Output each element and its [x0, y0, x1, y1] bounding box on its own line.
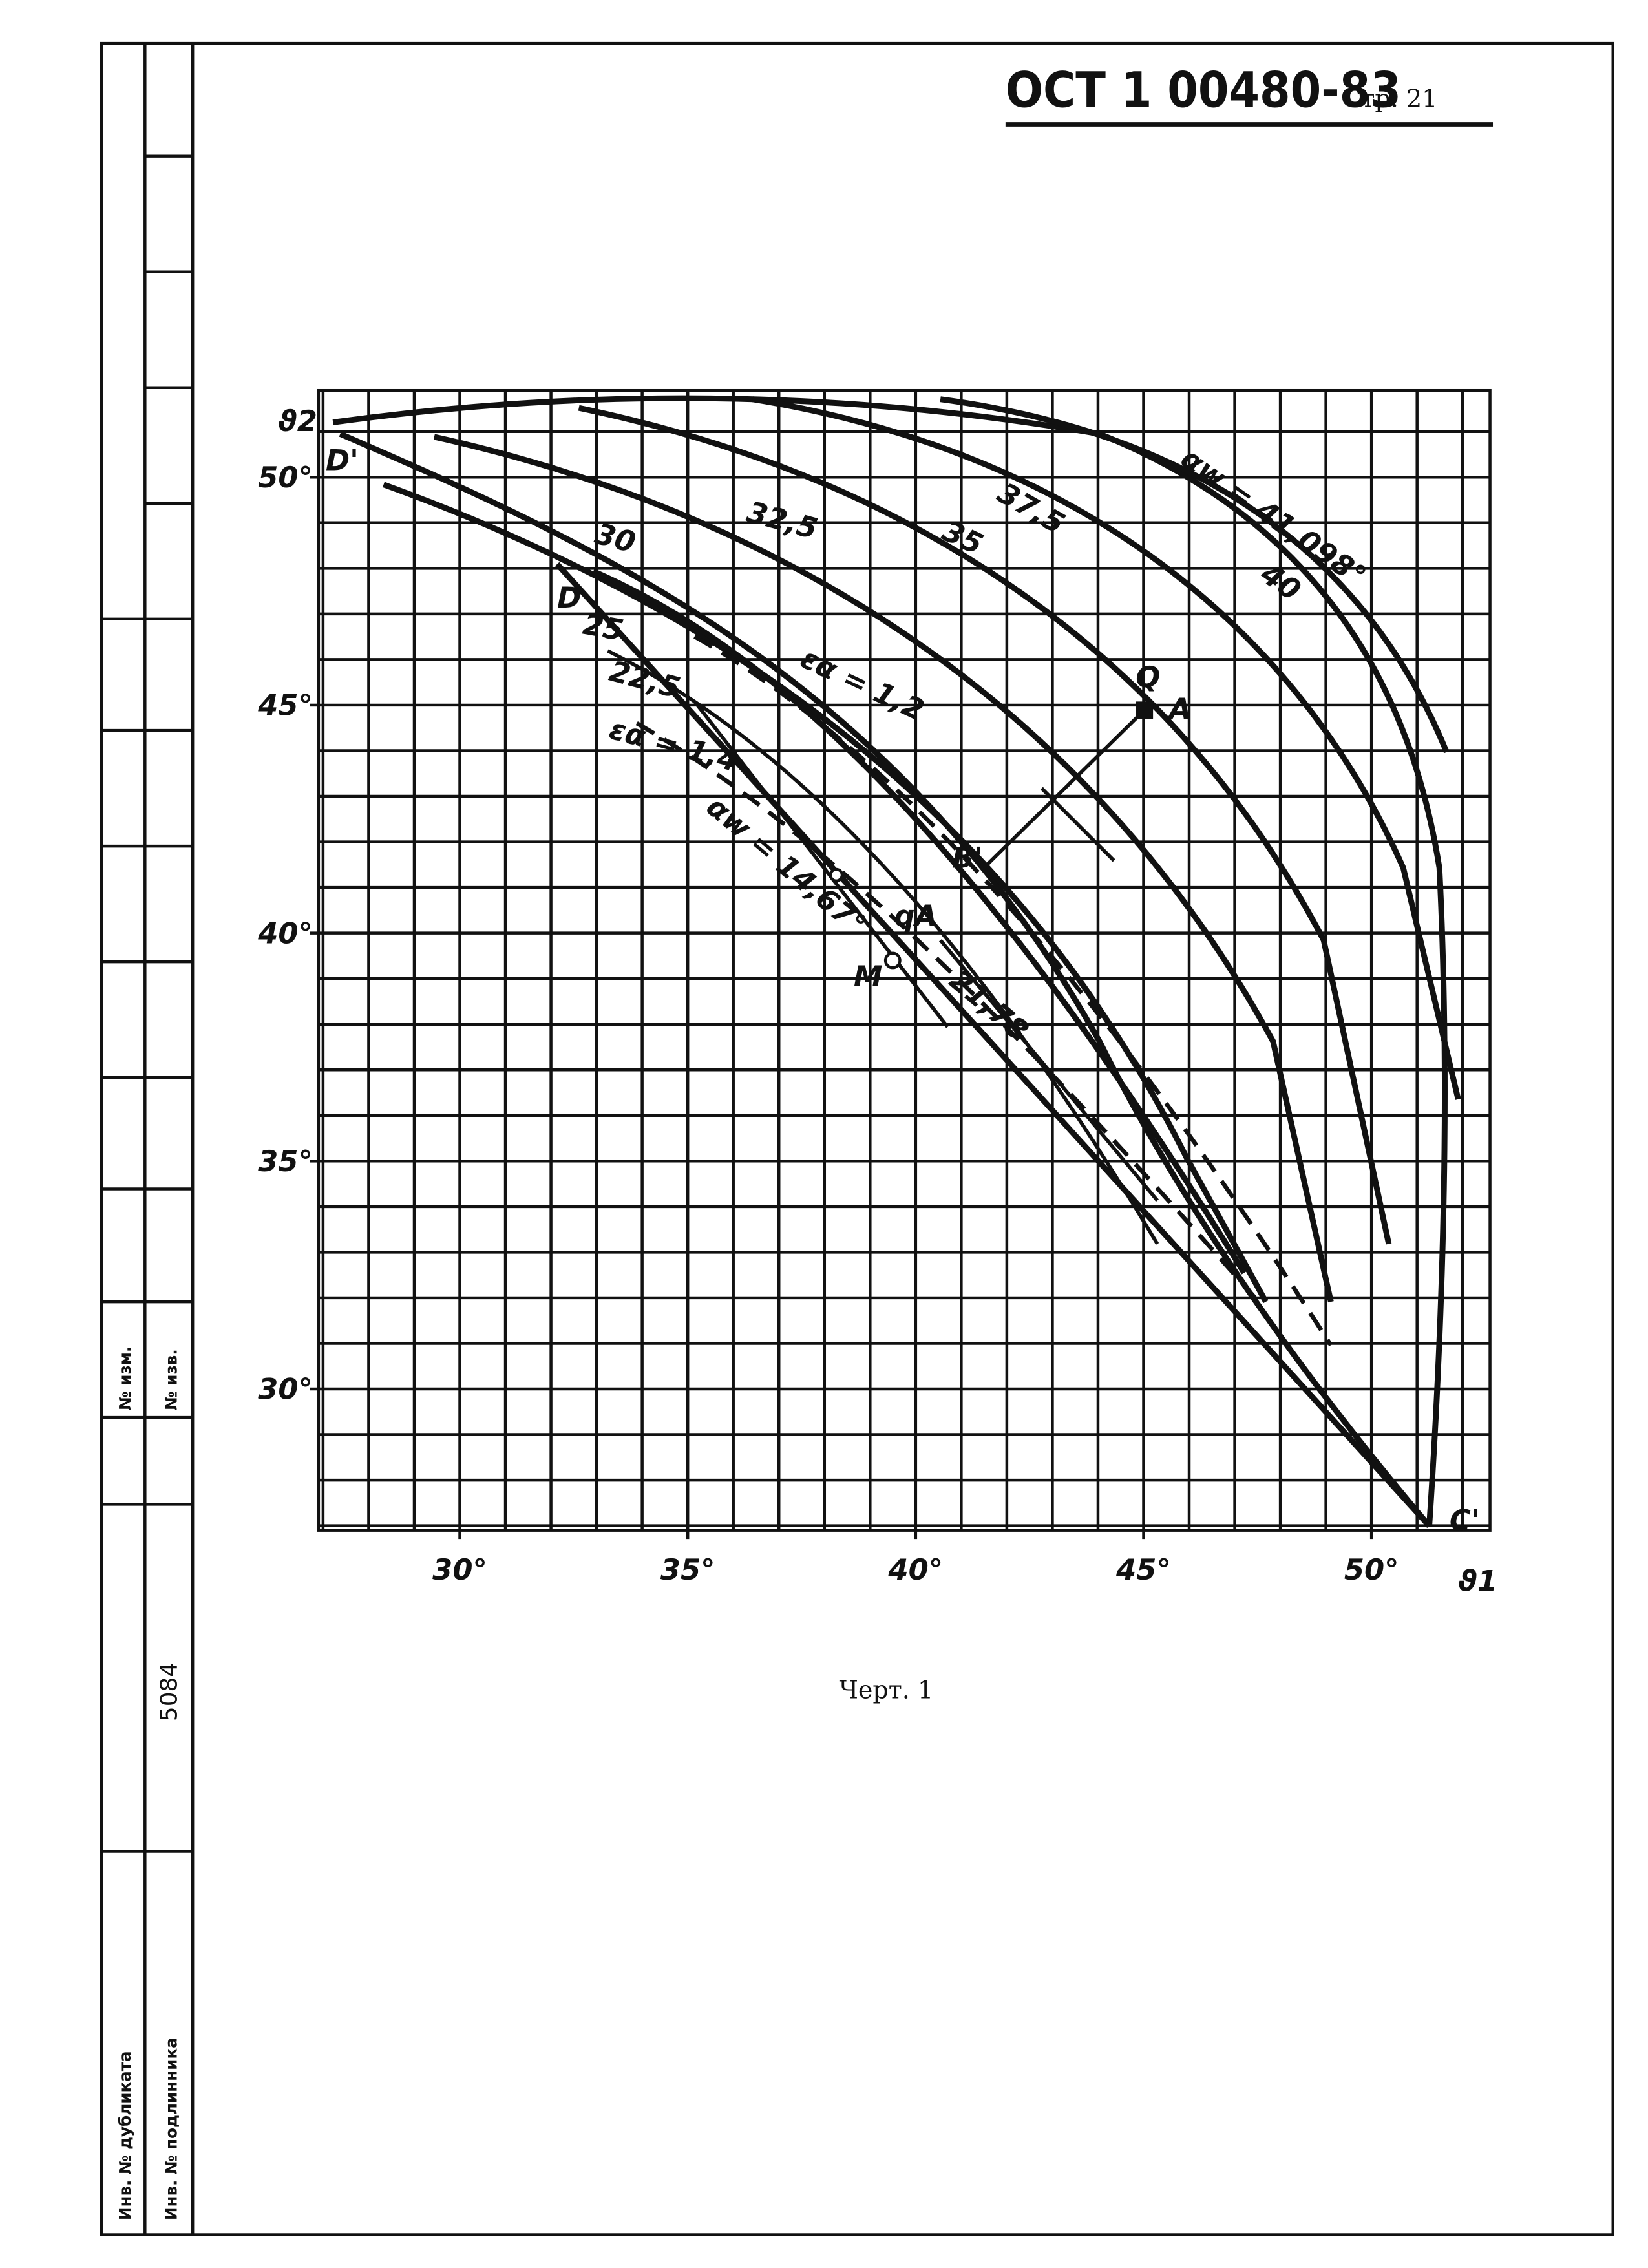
curve-37-5: [752, 396, 1461, 1100]
point-label: M: [854, 959, 883, 993]
q-a-line: [982, 710, 1145, 869]
point-label: B': [952, 841, 983, 875]
point-a: [1136, 701, 1154, 719]
y-tick-label: 40°: [257, 916, 313, 950]
eps-1-4: [635, 721, 1261, 1304]
side-rows: [101, 154, 193, 1853]
x-tick-label: 45°: [1115, 1553, 1171, 1587]
y-tick-label: 45°: [257, 688, 313, 723]
curve-35: [578, 405, 1392, 1245]
original-number: 5084: [156, 1662, 183, 1721]
point-label: Q: [1136, 660, 1160, 694]
curve-40: [940, 396, 1450, 754]
outer-boundary: [332, 395, 1448, 1527]
duplicate-inv: Инв. № дубликата: [116, 2051, 134, 2220]
plot-border: [317, 388, 1492, 1532]
cross-line: [1040, 787, 1115, 862]
eps-1-2: [693, 634, 1333, 1347]
x-axis-label: ϑ1: [1458, 1564, 1497, 1598]
x-tick-label: 50°: [1344, 1553, 1399, 1587]
doc-code: ОСТ 1 00480-83: [1006, 61, 1401, 119]
point-label: qA: [894, 898, 938, 933]
y-axis-label: ϑ2: [278, 404, 317, 438]
curve-21-78: [939, 938, 1159, 1202]
x-tick-label: 40°: [888, 1553, 944, 1587]
inner-boundary: [339, 431, 1431, 1528]
point-label: A: [1167, 692, 1192, 726]
point-label: C': [1450, 1503, 1480, 1538]
point-label: D: [557, 580, 581, 615]
page-frame: [100, 41, 1615, 2236]
notice-no: № изв.: [162, 1349, 181, 1410]
change-no: № изм.: [116, 1346, 134, 1410]
y-tick-label: 30°: [258, 1372, 313, 1406]
point-alpha: [829, 867, 844, 883]
curve-32-5: [433, 434, 1334, 1303]
x-tick-label: 35°: [660, 1553, 715, 1587]
y-tick-label: 50°: [258, 460, 313, 494]
curve-label: 25: [580, 607, 626, 648]
caption: Черт. 1: [839, 1675, 933, 1704]
point-m: [883, 951, 902, 970]
curves: [332, 395, 1461, 1528]
curve-25: [592, 568, 1247, 1275]
point-label: D': [326, 443, 359, 477]
original-inv: Инв. № подлинника: [162, 2037, 181, 2220]
y-tick-label: 35°: [258, 1144, 313, 1178]
alpha-14-67: [693, 700, 949, 1028]
lower-boundary: [555, 562, 1431, 1528]
curve-30: [383, 482, 1269, 1304]
page-number: Стр. 21: [1342, 85, 1437, 113]
x-tick-label: 30°: [432, 1553, 487, 1587]
